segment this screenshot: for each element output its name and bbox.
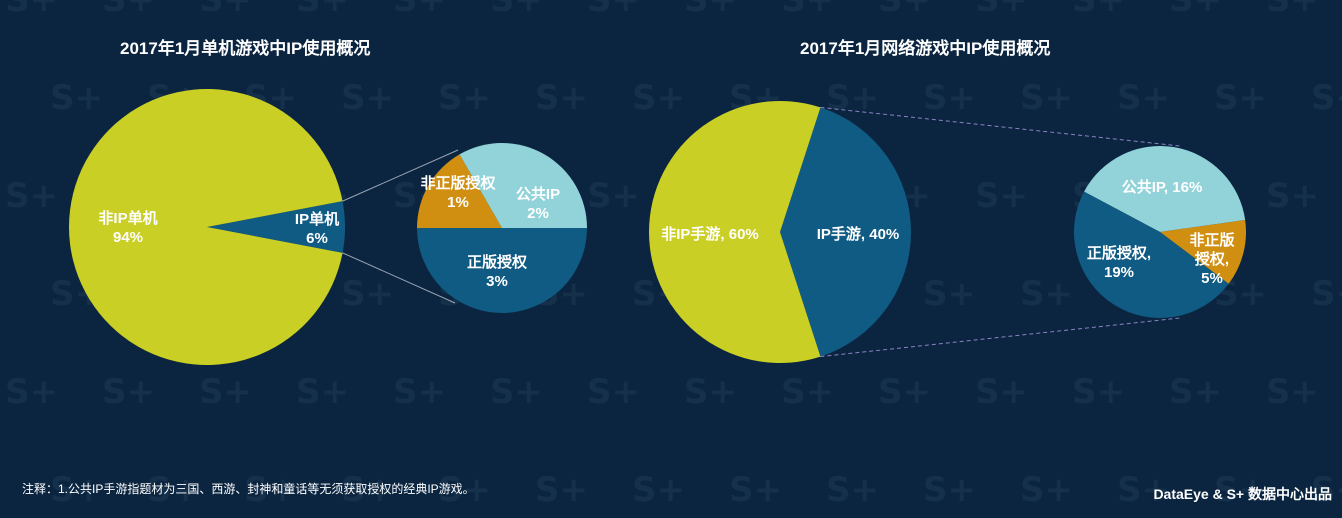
- label-ip-online: IP手游, 40%: [817, 225, 900, 243]
- slice-sub-online-0: [1084, 145, 1246, 232]
- label-sub-online-2-line: 19%: [1104, 264, 1134, 281]
- slice-sub-online-1: [1160, 220, 1247, 284]
- label-non-ip-standalone: 非IP单机 94%: [98, 209, 157, 246]
- label-sub-standalone-2-line: 正版授权: [467, 253, 528, 271]
- label-sub-standalone-1-line: 公共IP: [516, 186, 560, 203]
- standalone-ip-chart: 非IP单机 94% IP单机 6% 非正版授权 1% 公共IP 2% 正版授权 3%: [69, 89, 587, 365]
- label-non-ip-standalone-line: 非IP单机: [98, 209, 157, 227]
- connector-line-bottom: [342, 252, 456, 304]
- label-sub-online-1-line: 非正版: [1189, 231, 1234, 249]
- label-non-ip-online: 非IP手游, 60%: [661, 225, 759, 243]
- slice-sub-standalone-1: [459, 143, 587, 228]
- label-sub-online-0: 公共IP, 16%: [1122, 179, 1203, 196]
- online-ip-chart: 非IP手游, 60% IP手游, 40% 公共IP, 16% 非正版授权, 5% 正版授权…: [649, 100, 1247, 364]
- slice-ip-online: [780, 107, 911, 357]
- slice-non-ip-standalone: [69, 89, 343, 365]
- label-non-ip-online-line: 非IP手游, 60%: [661, 225, 759, 243]
- label-sub-standalone-0: 非正版授权 1%: [420, 174, 496, 211]
- label-sub-online-1-line: 5%: [1201, 270, 1223, 287]
- slice-sub-standalone-0: [417, 154, 502, 228]
- label-sub-online-2: 正版授权, 19%: [1087, 244, 1151, 281]
- label-sub-standalone-2: 正版授权 3%: [467, 253, 528, 290]
- label-sub-standalone-0-line: 非正版授权: [420, 174, 496, 192]
- label-sub-online-1-line: 授权,: [1195, 250, 1229, 268]
- label-sub-online-2-line: 正版授权,: [1087, 244, 1151, 262]
- chart-title-online: 2017年1月网络游戏中IP使用概况: [800, 39, 1051, 58]
- label-sub-online-1: 非正版授权, 5%: [1189, 231, 1234, 287]
- slice-ip-standalone: [207, 201, 345, 253]
- label-sub-standalone-0-line: 1%: [447, 194, 469, 211]
- footnote: 注释：1.公共IP手游指题材为三国、西游、封神和童话等无须获取授权的经典IP游戏…: [22, 482, 475, 496]
- label-sub-standalone-1-line: 2%: [527, 205, 549, 222]
- connector-line-top: [820, 106, 1181, 147]
- label-sub-online-0-line: 公共IP, 16%: [1122, 179, 1203, 196]
- slice-non-ip-online: [649, 100, 821, 364]
- label-ip-online-line: IP手游, 40%: [817, 225, 900, 243]
- chart-title-standalone: 2017年1月单机游戏中IP使用概况: [120, 39, 371, 58]
- label-sub-standalone-1: 公共IP 2%: [516, 186, 560, 222]
- credit-label: DataEye & S+ 数据中心出品: [1153, 486, 1332, 502]
- label-ip-standalone-line: 6%: [306, 230, 328, 247]
- label-ip-standalone-line: IP单机: [295, 210, 339, 228]
- label-non-ip-standalone-line: 94%: [113, 229, 143, 246]
- connector-line-top: [342, 149, 459, 202]
- connector-line-bottom: [820, 317, 1181, 358]
- label-ip-standalone: IP单机 6%: [295, 210, 339, 247]
- label-sub-standalone-2-line: 3%: [486, 273, 508, 290]
- slice-sub-standalone-2: [417, 228, 587, 313]
- slice-sub-online-2: [1074, 191, 1229, 318]
